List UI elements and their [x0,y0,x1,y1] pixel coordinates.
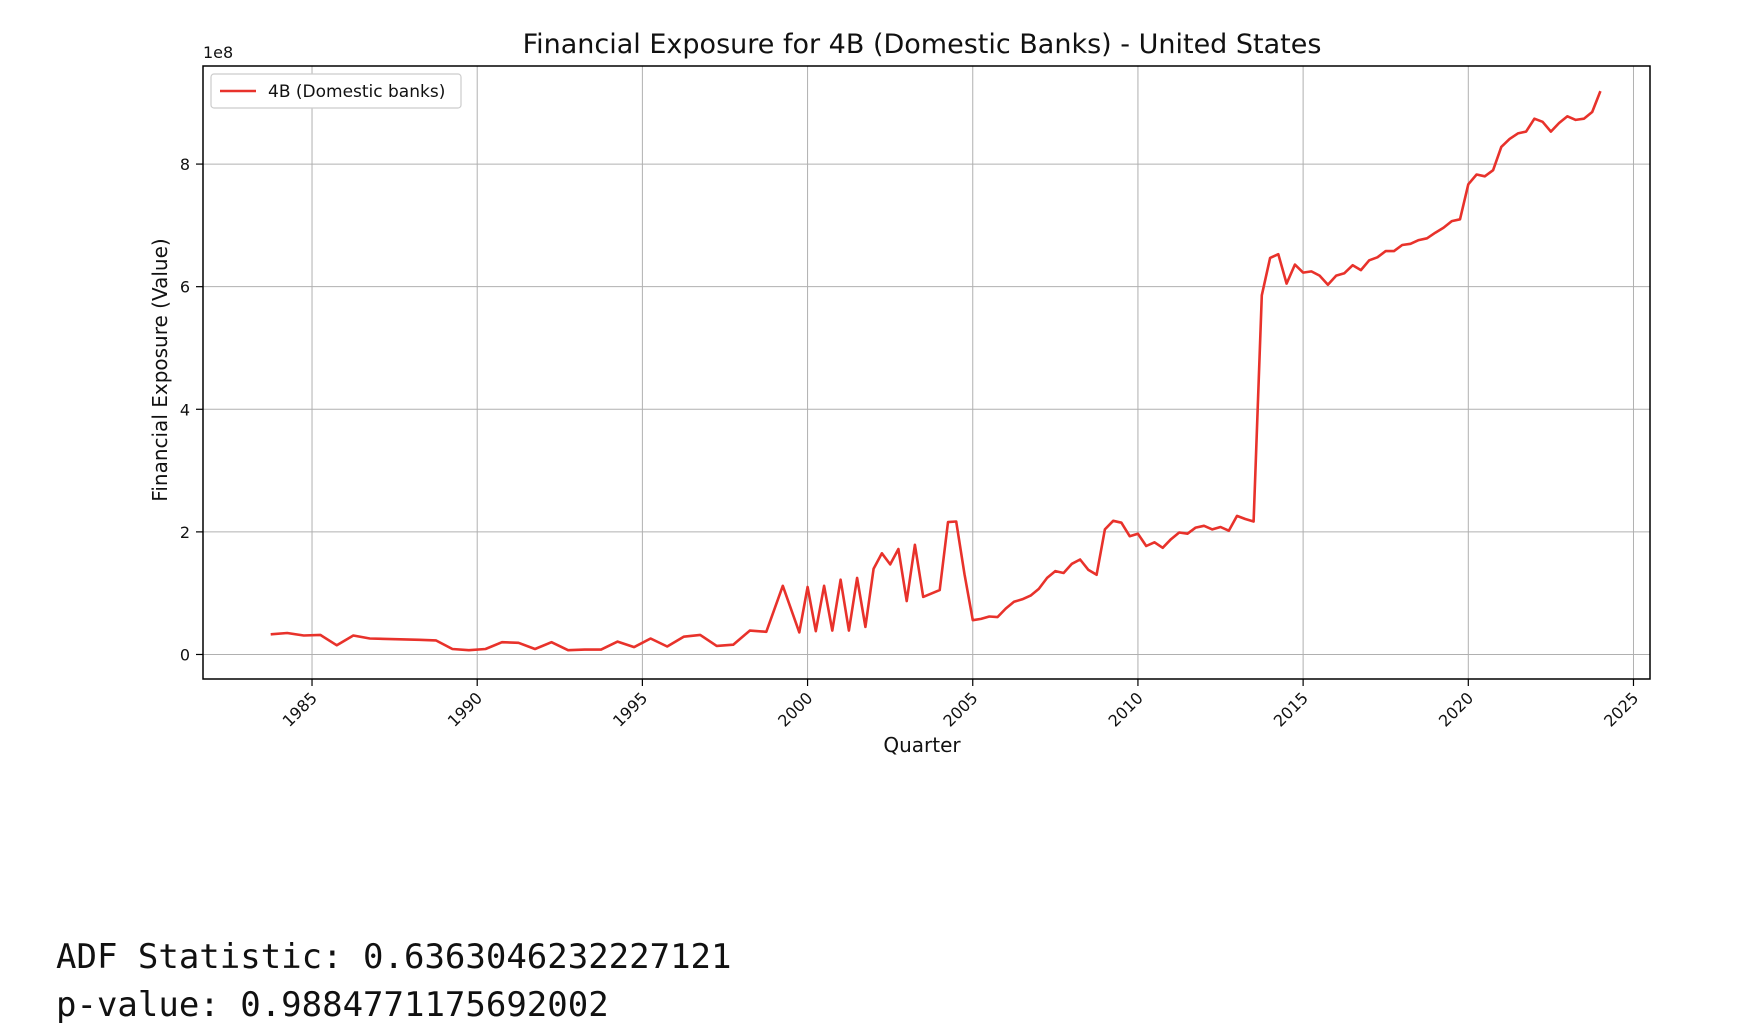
plot-frame [202,65,1651,680]
x-axis-label: Quarter [883,733,961,757]
y-tick-label: 0 [180,645,190,664]
chart-title: Financial Exposure for 4B (Domestic Bank… [523,29,1322,60]
legend-box [210,73,462,109]
x-tick-label: 1990 [444,688,486,730]
x-tick-label: 2015 [1270,688,1312,730]
legend-label: 4B (Domestic banks) [268,82,445,102]
y-tick-label: 8 [180,155,190,174]
x-tick-label: 2005 [939,688,981,730]
y-tick-label: 2 [180,523,190,542]
legend: 4B (Domestic banks) [210,73,462,109]
x-tick-label: 1985 [279,688,321,730]
x-tick-label: 2020 [1435,688,1477,730]
y-tick-label: 6 [180,278,190,297]
x-tick-label: 2010 [1105,688,1147,730]
y-axis-scale-label: 1e8 [203,43,233,62]
axis-ticks: 1985 1990 1995 2000 2005 2010 2015 2020 2025 0 2 4 6… [180,155,1642,731]
plot-area [270,90,1602,652]
adf-statistic-text: ADF Statistic: 0.6363046232227121 [56,937,732,977]
y-axis-label: Financial Exposure (Value) [148,238,172,501]
grid-lines [203,66,1650,679]
y-tick-label: 4 [180,400,190,419]
x-tick-label: 2025 [1600,688,1642,730]
x-tick-label: 1995 [609,688,651,730]
p-value-text: p-value: 0.9884771175692002 [56,985,609,1025]
series-line-domestic-banks [270,90,1602,652]
chart-figure: 1985 1990 1995 2000 2005 2010 2015 2020 2025 0 2 4 6… [148,29,1651,757]
x-tick-label: 2000 [774,688,816,730]
